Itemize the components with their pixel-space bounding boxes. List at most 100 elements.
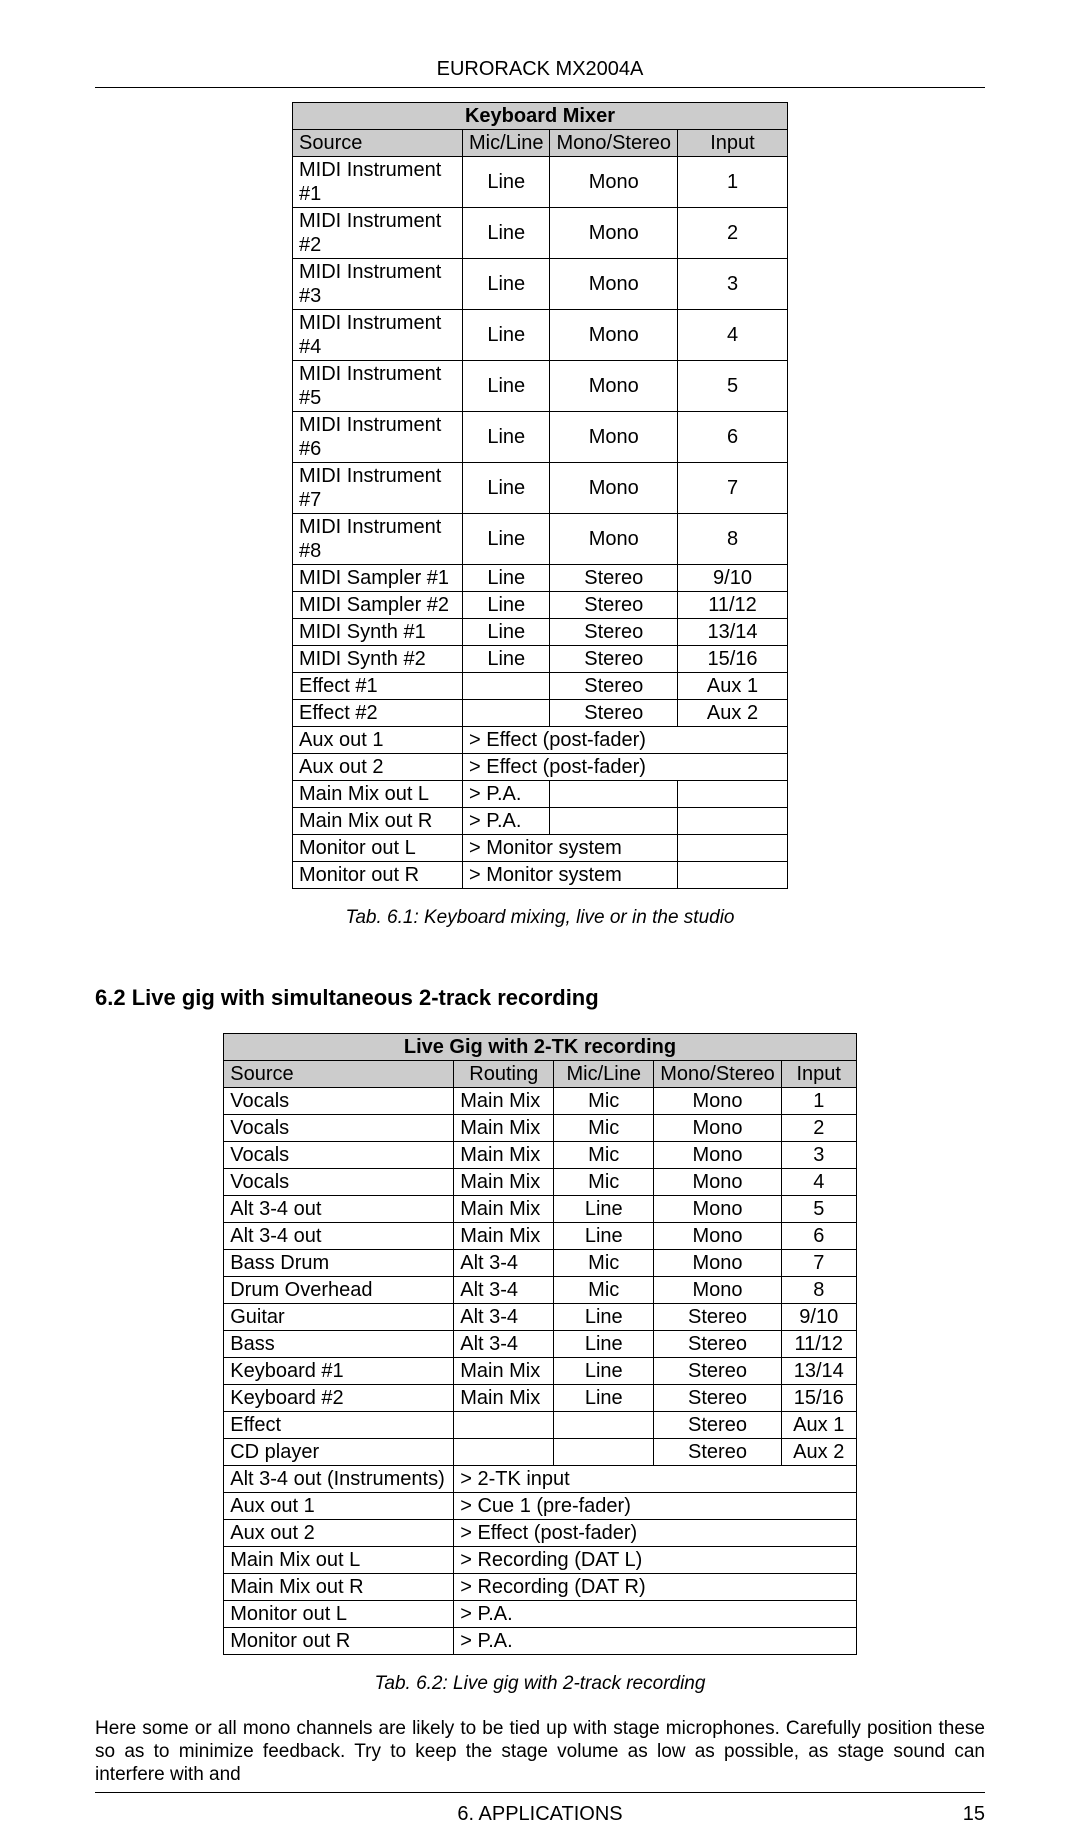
table-cell: > Monitor system	[463, 862, 678, 889]
table-cell: Line	[554, 1223, 654, 1250]
caption-table-2: Tab. 6.2: Live gig with 2-track recordin…	[95, 1673, 985, 1695]
table-cell: 2	[781, 1115, 856, 1142]
table-cell: Effect #1	[293, 673, 463, 700]
table-title: Live Gig with 2-TK recording	[224, 1034, 857, 1061]
table-cell: Stereo	[550, 700, 678, 727]
table-cell: Mono	[654, 1277, 782, 1304]
table-cell: Alt 3-4	[454, 1331, 554, 1358]
table-title: Keyboard Mixer	[293, 103, 788, 130]
table-row: MIDI Instrument #4LineMono4	[293, 310, 788, 361]
table-cell: Monitor out L	[293, 835, 463, 862]
table-cell: Line	[554, 1196, 654, 1223]
table-cell: Stereo	[654, 1304, 782, 1331]
table-cell: Bass	[224, 1331, 454, 1358]
body-paragraph: Here some or all mono channels are likel…	[95, 1717, 985, 1786]
table-cell: Stereo	[550, 646, 678, 673]
table-cell: Mono	[550, 514, 678, 565]
table-row: BassAlt 3-4LineStereo11/12	[224, 1331, 857, 1358]
table-cell: CD player	[224, 1439, 454, 1466]
table-cell: 6	[678, 412, 788, 463]
table-cell: Effect	[224, 1412, 454, 1439]
table-row: MIDI Sampler #1LineStereo9/10	[293, 565, 788, 592]
table-cell: > 2-TK input	[454, 1466, 857, 1493]
table-row: MIDI Synth #2LineStereo15/16	[293, 646, 788, 673]
table-cell: Aux 1	[678, 673, 788, 700]
section-heading-6-2: 6.2 Live gig with simultaneous 2-track r…	[95, 985, 985, 1011]
table-cell: Line	[463, 646, 550, 673]
table-row: MIDI Instrument #7LineMono7	[293, 463, 788, 514]
table-cell: Line	[463, 514, 550, 565]
table-cell: Line	[463, 310, 550, 361]
table-cell	[678, 781, 788, 808]
table-cell: Mono	[550, 310, 678, 361]
table-cell: Mono	[550, 361, 678, 412]
table-cell: Aux 2	[678, 700, 788, 727]
table-cell: Mono	[654, 1223, 782, 1250]
table-cell: 11/12	[781, 1331, 856, 1358]
table-cell: > Effect (post-fader)	[463, 727, 788, 754]
table-row: VocalsMain MixMicMono2	[224, 1115, 857, 1142]
table-cell: Line	[554, 1358, 654, 1385]
table-row: Monitor out L> P.A.	[224, 1601, 857, 1628]
table-cell: Mono	[550, 259, 678, 310]
table-row: Monitor out R> Monitor system	[293, 862, 788, 889]
column-header: Input	[781, 1061, 856, 1088]
table-cell: 6	[781, 1223, 856, 1250]
table-cell: Mono	[550, 208, 678, 259]
table-cell: Aux 2	[781, 1439, 856, 1466]
table-row: MIDI Instrument #6LineMono6	[293, 412, 788, 463]
table-cell: Main Mix	[454, 1142, 554, 1169]
table-cell	[454, 1439, 554, 1466]
table-cell: Line	[554, 1385, 654, 1412]
column-header: Input	[678, 130, 788, 157]
table-cell: Stereo	[654, 1412, 782, 1439]
table-cell: Main Mix	[454, 1088, 554, 1115]
table-cell: MIDI Synth #2	[293, 646, 463, 673]
table-cell: Main Mix out R	[293, 808, 463, 835]
table-cell: Line	[463, 463, 550, 514]
table-cell: MIDI Instrument #2	[293, 208, 463, 259]
table-row: Main Mix out R> Recording (DAT R)	[224, 1574, 857, 1601]
table-cell: Mono	[654, 1142, 782, 1169]
table-cell: Mono	[654, 1088, 782, 1115]
table-row: Alt 3-4 outMain MixLineMono5	[224, 1196, 857, 1223]
page-header: EURORACK MX2004A	[95, 58, 985, 88]
table-cell: Mono	[550, 412, 678, 463]
table-row: Effect #1StereoAux 1	[293, 673, 788, 700]
table-cell: Aux 1	[781, 1412, 856, 1439]
table-cell: > Recording (DAT R)	[454, 1574, 857, 1601]
table-cell: Mic	[554, 1142, 654, 1169]
table-cell: Stereo	[550, 619, 678, 646]
table-cell: Mono	[654, 1196, 782, 1223]
table-cell: Stereo	[550, 565, 678, 592]
table-cell: Aux out 1	[293, 727, 463, 754]
table-cell: Main Mix	[454, 1169, 554, 1196]
table-row: Alt 3-4 out (Instruments)> 2-TK input	[224, 1466, 857, 1493]
table-cell	[463, 700, 550, 727]
table-cell: 3	[678, 259, 788, 310]
table-cell: Alt 3-4	[454, 1277, 554, 1304]
table-cell: 8	[678, 514, 788, 565]
table-cell: Aux out 2	[293, 754, 463, 781]
table-row: Main Mix out R> P.A.	[293, 808, 788, 835]
table-cell: > P.A.	[454, 1628, 857, 1655]
table-row: Main Mix out L> Recording (DAT L)	[224, 1547, 857, 1574]
table-cell: Line	[463, 259, 550, 310]
table-cell: Line	[463, 619, 550, 646]
table-cell: 15/16	[678, 646, 788, 673]
table-cell	[463, 673, 550, 700]
table-cell: 5	[678, 361, 788, 412]
table-row: Keyboard #2Main MixLineStereo15/16	[224, 1385, 857, 1412]
table-row: MIDI Instrument #3LineMono3	[293, 259, 788, 310]
table-cell: 1	[678, 157, 788, 208]
table-cell: Guitar	[224, 1304, 454, 1331]
table-cell: Mono	[654, 1169, 782, 1196]
table-cell: Mic	[554, 1169, 654, 1196]
table-cell: Main Mix	[454, 1358, 554, 1385]
table-cell	[678, 862, 788, 889]
table-cell: Alt 3-4	[454, 1304, 554, 1331]
table-cell: Line	[463, 361, 550, 412]
column-header: Routing	[454, 1061, 554, 1088]
table-cell: Stereo	[550, 592, 678, 619]
table-cell: Monitor out R	[293, 862, 463, 889]
